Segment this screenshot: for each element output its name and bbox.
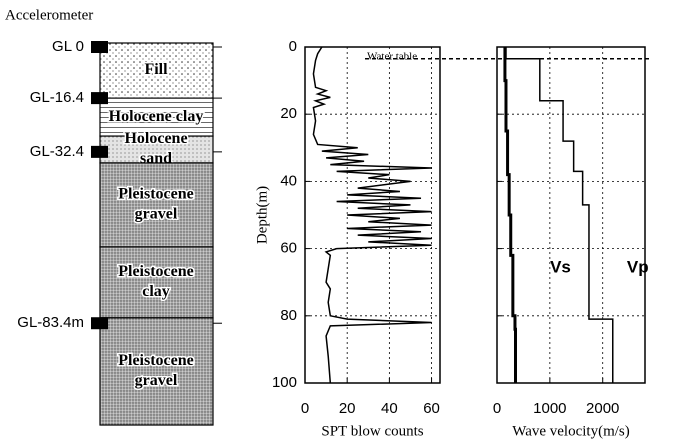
layer-label: Pleistocene (118, 186, 194, 203)
x-tick-label: 20 (339, 400, 356, 417)
accelerometer (91, 92, 108, 105)
plot-frame (304, 46, 441, 384)
x-axis-label: Wave velocity(m/s) (512, 423, 630, 439)
accelerometer (91, 41, 108, 53)
layer-label: Fill (144, 61, 168, 78)
plot-frame (496, 46, 646, 384)
soil-layer (99, 246, 214, 319)
layer-label: Holocene (124, 130, 187, 147)
accelerometer (91, 145, 108, 158)
x-tick-label: 2000 (586, 400, 619, 417)
layer-label: Pleistocene (118, 352, 194, 369)
y-tick-label: 100 (272, 374, 297, 391)
data-line (505, 47, 614, 383)
accelerometer-label: GL-32.4 (30, 143, 84, 160)
x-tick-label: 40 (381, 400, 398, 417)
water-table-label: Water table (367, 50, 417, 62)
accelerometer (91, 317, 108, 330)
layer-label: gravel (135, 206, 178, 223)
x-tick-label: 1000 (533, 400, 566, 417)
data-line (312, 46, 432, 384)
accelerometer-label: GL 0 (52, 38, 84, 55)
series-label: Vs (550, 257, 571, 276)
layer-label: Pleistocene (118, 263, 194, 280)
y-tick-label: 80 (280, 307, 297, 324)
layer-label: clay (142, 283, 170, 300)
accelerometer-label: GL-16.4 (30, 89, 84, 106)
soil-title: Accelerometer (5, 7, 93, 23)
y-tick-label: 0 (289, 38, 297, 55)
soil-layer (99, 162, 214, 248)
y-tick-label: 60 (280, 240, 297, 257)
series-label: Vp (627, 257, 649, 276)
soil-layer (99, 97, 214, 137)
x-tick-label: 0 (301, 400, 309, 417)
soil-layer (99, 42, 214, 99)
layer-label: Holocene clay (109, 108, 204, 125)
data-line (503, 47, 517, 383)
soil-layer (99, 317, 214, 426)
x-tick-label: 60 (423, 400, 440, 417)
accelerometer-label: GL-83.4m (17, 314, 84, 331)
layer-label: gravel (135, 372, 178, 389)
y-axis-label: Depth(m) (254, 186, 270, 244)
y-tick-label: 20 (280, 105, 297, 122)
x-axis-label: SPT blow counts (321, 423, 423, 439)
x-tick-label: 0 (493, 400, 501, 417)
y-tick-label: 40 (280, 172, 297, 189)
